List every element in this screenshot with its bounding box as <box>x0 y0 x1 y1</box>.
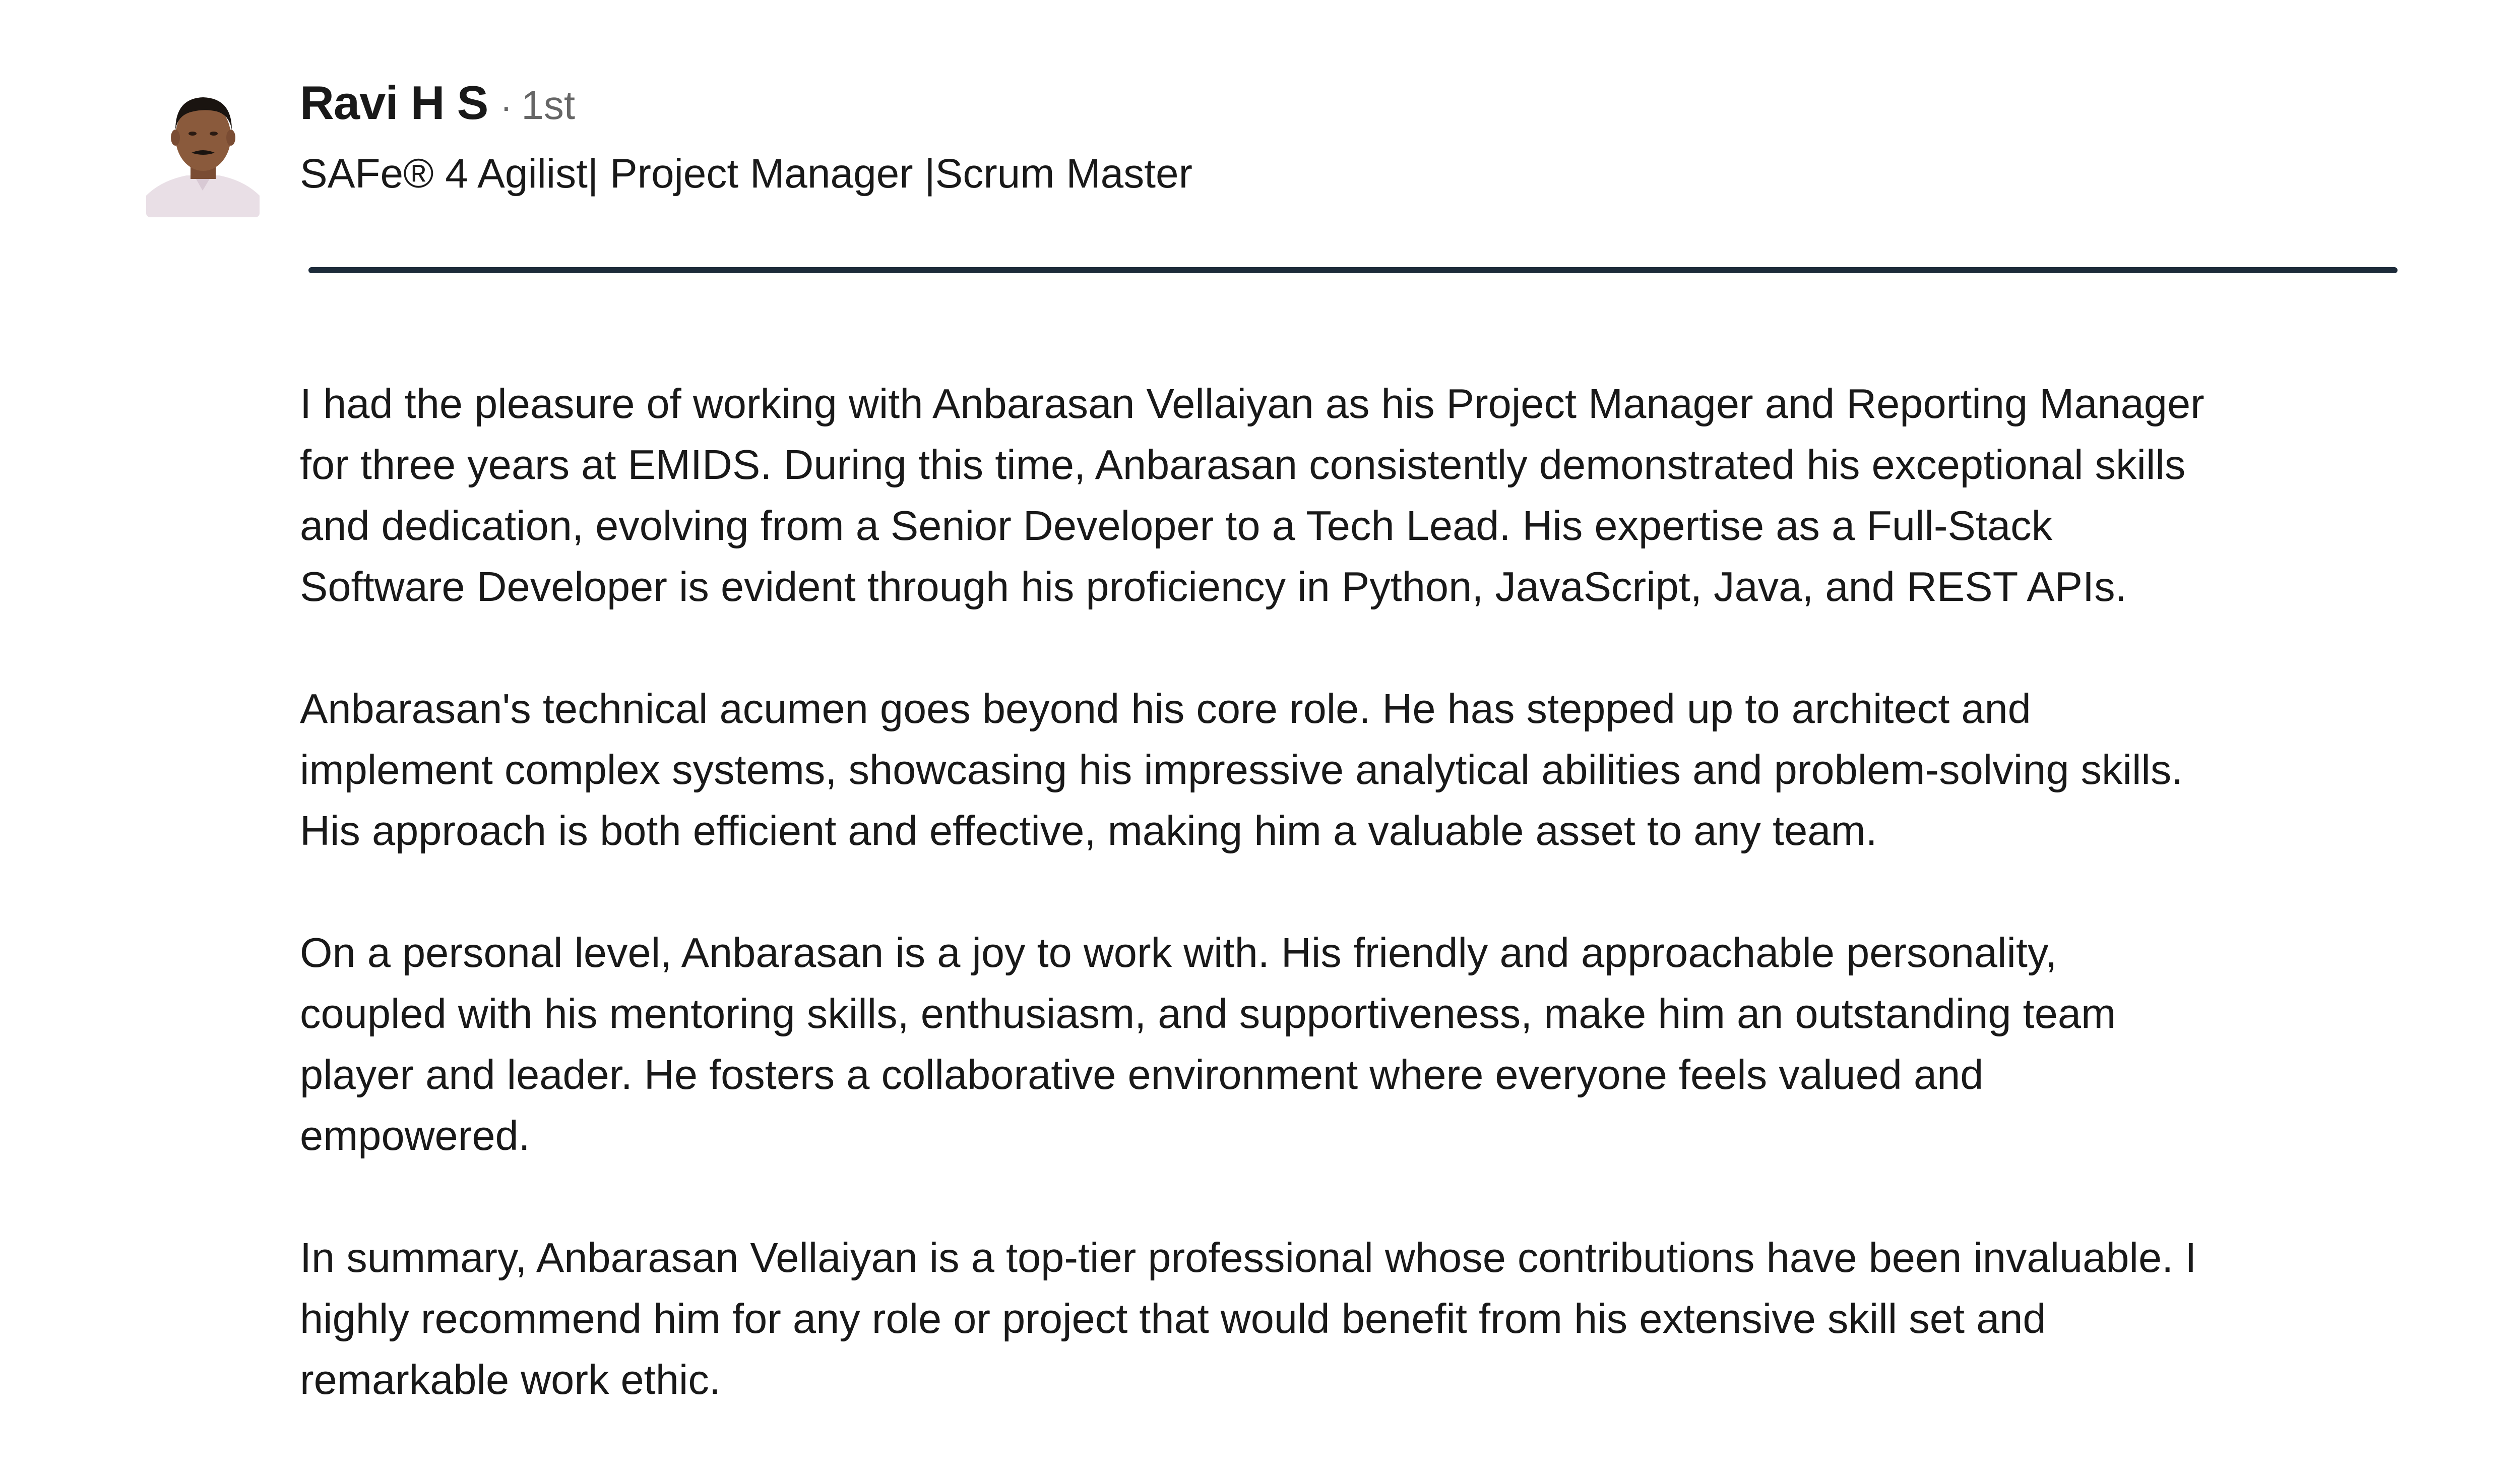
recommendation-text: I had the pleasure of working with Anbar… <box>300 373 2467 1471</box>
connection-degree: 1st <box>521 83 576 128</box>
avatar[interactable] <box>146 77 260 217</box>
author-name-row: Ravi H S · 1st <box>300 76 2417 141</box>
divider <box>308 267 2398 273</box>
paragraph: On a personal level, Anbarasan is a joy … <box>300 929 2116 1159</box>
paragraph: I had the pleasure of working with Anbar… <box>300 380 2204 610</box>
author-header: Ravi H S · 1st SAFe® 4 Agilist| Project … <box>300 76 2417 207</box>
paragraph: Anbarasan's technical acumen goes beyond… <box>300 685 2183 854</box>
author-name[interactable]: Ravi H S <box>300 76 488 129</box>
paragraph: In summary, Anbarasan Vellaiyan is a top… <box>300 1234 2197 1403</box>
author-headline: SAFe® 4 Agilist| Project Manager |Scrum … <box>300 151 1192 197</box>
person-photo-icon <box>146 77 260 217</box>
separator-dot: · <box>500 87 513 127</box>
